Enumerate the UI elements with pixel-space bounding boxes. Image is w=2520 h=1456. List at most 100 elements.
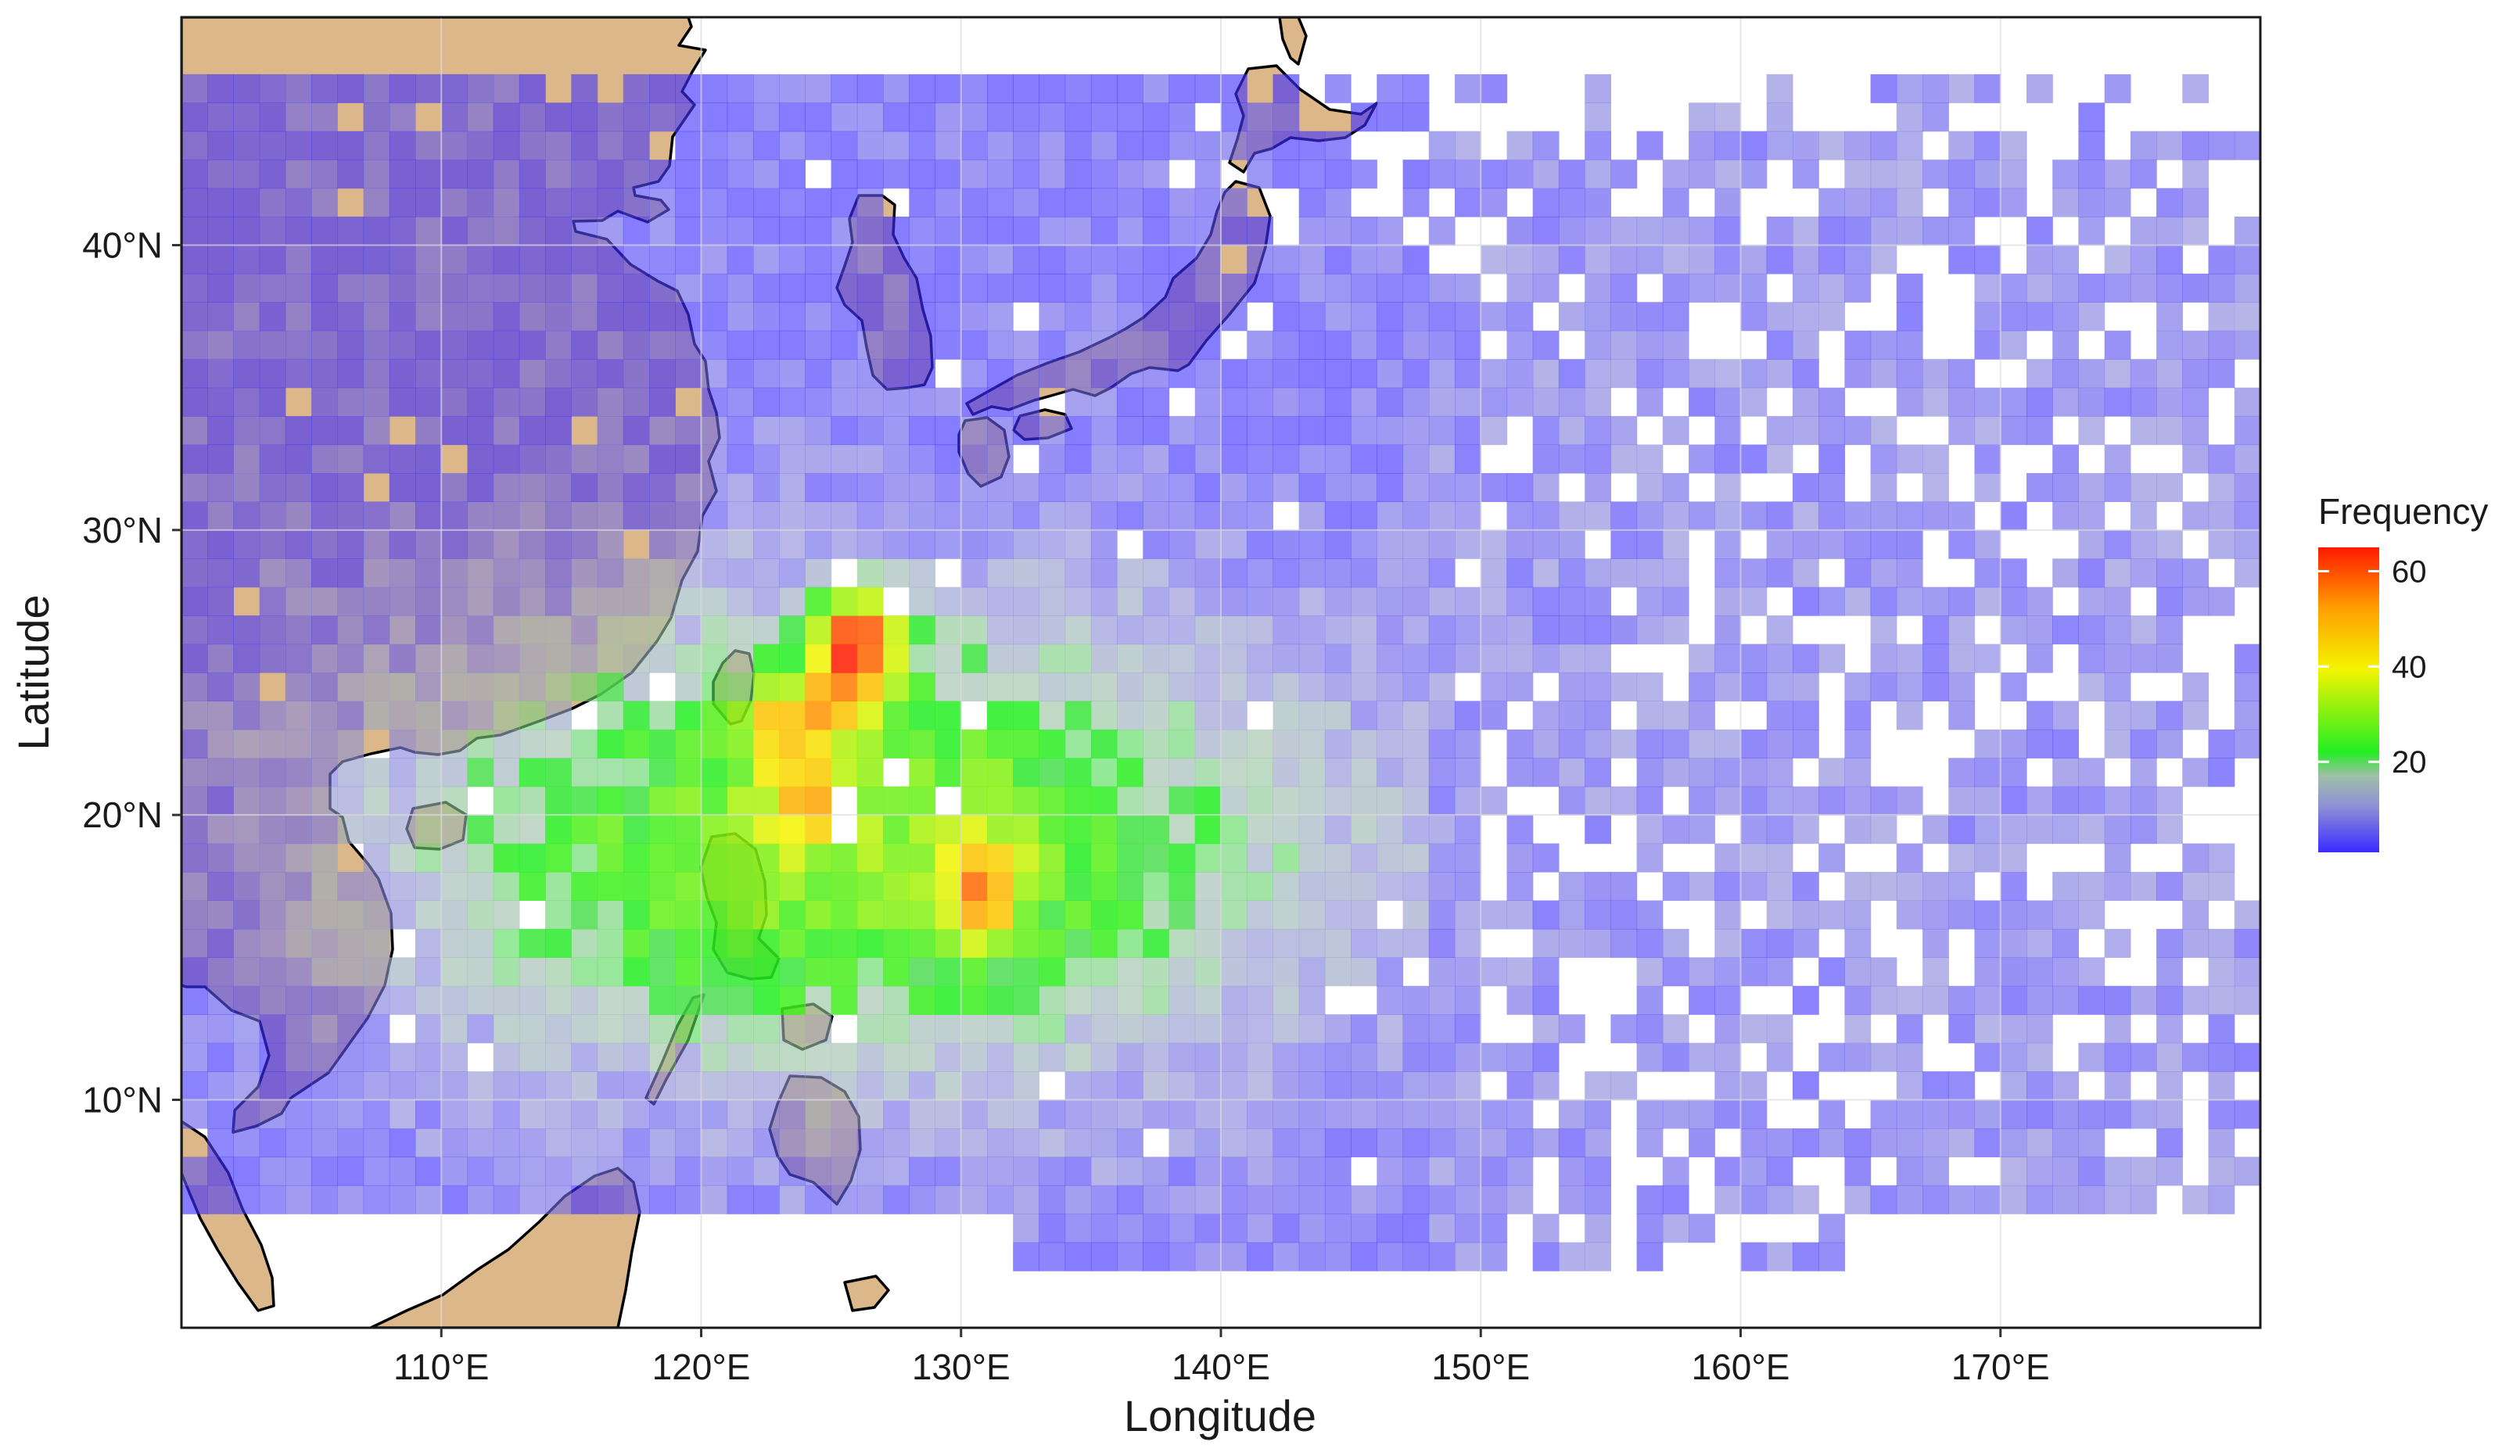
grid-cell xyxy=(1324,672,1352,701)
grid-cell xyxy=(1039,672,1066,701)
grid-cell xyxy=(883,102,910,132)
grid-cell xyxy=(701,586,728,616)
grid-cell xyxy=(259,1071,286,1101)
sulawesi-fragment xyxy=(843,1275,890,1312)
grid-cell xyxy=(1117,1014,1143,1044)
grid-cell xyxy=(935,473,962,502)
grid-cell xyxy=(1351,416,1377,446)
grid-cell xyxy=(1117,160,1143,189)
grid-cell xyxy=(1793,273,1819,303)
grid-cell xyxy=(415,558,442,588)
grid-cell xyxy=(2182,387,2209,417)
grid-cell xyxy=(1064,758,1092,787)
grid-cell xyxy=(2026,1042,2053,1072)
grid-cell xyxy=(1013,1128,1039,1157)
grid-cell xyxy=(1481,529,1508,559)
grid-cell xyxy=(1636,1099,1664,1129)
grid-cell xyxy=(1870,615,1897,645)
grid-cell xyxy=(1351,928,1377,958)
grid-cell xyxy=(1948,1071,1976,1101)
y-axis: 10°N20°N30°N40°N xyxy=(82,224,181,1121)
grid-cell xyxy=(2078,273,2105,303)
grid-cell xyxy=(493,359,520,389)
grid-cell xyxy=(701,217,728,246)
grid-cell xyxy=(649,217,676,246)
grid-cell xyxy=(1455,985,1481,1015)
grid-cell xyxy=(1247,217,1273,246)
grid-cell xyxy=(233,815,260,845)
grid-cell xyxy=(2078,815,2105,845)
grid-cell xyxy=(1896,74,1923,103)
grid-cell xyxy=(415,843,442,873)
grid-cell xyxy=(2026,416,2053,446)
grid-cell xyxy=(1194,1071,1222,1101)
grid-cell xyxy=(2078,615,2105,645)
grid-cell xyxy=(1428,615,1456,645)
grid-cell xyxy=(935,444,962,474)
grid-cell xyxy=(1194,815,1222,845)
grid-cell xyxy=(207,558,234,588)
grid-cell xyxy=(1896,900,1923,930)
grid-cell xyxy=(571,217,598,246)
grid-cell xyxy=(1636,672,1664,701)
grid-cell xyxy=(2130,815,2157,845)
grid-cell xyxy=(1662,160,1689,189)
grid-cell xyxy=(1948,644,1976,673)
grid-cell xyxy=(259,558,286,588)
grid-cell xyxy=(1455,786,1481,816)
grid-cell xyxy=(1324,1014,1352,1044)
grid-cell xyxy=(831,131,858,160)
grid-cell xyxy=(207,188,234,217)
grid-cell xyxy=(987,729,1014,758)
grid-cell xyxy=(2104,74,2131,103)
grid-cell xyxy=(467,985,494,1015)
grid-cell xyxy=(1714,245,1742,274)
grid-cell xyxy=(1793,131,1819,160)
grid-cell xyxy=(1610,359,1638,389)
grid-cell xyxy=(1532,586,1560,616)
grid-cell xyxy=(1532,957,1560,987)
grid-cell xyxy=(337,701,364,730)
grid-cell xyxy=(1273,330,1300,360)
grid-cell xyxy=(1974,985,2001,1015)
grid-cell xyxy=(2208,1128,2235,1157)
grid-cell xyxy=(2104,160,2131,189)
grid-cell xyxy=(1428,843,1456,873)
grid-cell xyxy=(1610,302,1638,332)
grid-cell xyxy=(2078,131,2105,160)
grid-cell xyxy=(1662,758,1689,787)
grid-cell xyxy=(701,1014,728,1044)
grid-cell xyxy=(1013,1214,1039,1243)
grid-cell xyxy=(415,815,442,845)
grid-cell xyxy=(259,131,286,160)
grid-cell xyxy=(701,985,728,1015)
grid-cell xyxy=(675,701,702,730)
grid-cell xyxy=(415,359,442,389)
grid-cell xyxy=(1247,1099,1273,1129)
grid-cell xyxy=(363,160,390,189)
grid-cell xyxy=(207,615,234,645)
grid-cell xyxy=(2026,815,2053,845)
grid-cell xyxy=(1948,786,1976,816)
grid-cell xyxy=(1585,102,1611,132)
grid-cell xyxy=(1740,758,1768,787)
grid-cell xyxy=(1689,672,1715,701)
grid-cell xyxy=(987,444,1014,474)
grid-cell xyxy=(1221,359,1247,389)
grid-cell xyxy=(1585,416,1611,446)
grid-cell xyxy=(1428,558,1456,588)
grid-cell xyxy=(1247,1128,1273,1157)
grid-cell xyxy=(233,444,260,474)
grid-cell xyxy=(1793,217,1819,246)
grid-cell xyxy=(2000,1099,2027,1129)
grid-cell xyxy=(701,928,728,958)
grid-cell xyxy=(1948,501,1976,531)
grid-cell xyxy=(1974,1185,2001,1214)
grid-cell xyxy=(1610,273,1638,303)
grid-cell xyxy=(311,102,338,132)
grid-cell xyxy=(649,758,676,787)
grid-cell xyxy=(2104,387,2131,417)
grid-cell xyxy=(311,957,338,987)
grid-cell xyxy=(1013,1185,1039,1214)
grid-cell xyxy=(1273,473,1300,502)
